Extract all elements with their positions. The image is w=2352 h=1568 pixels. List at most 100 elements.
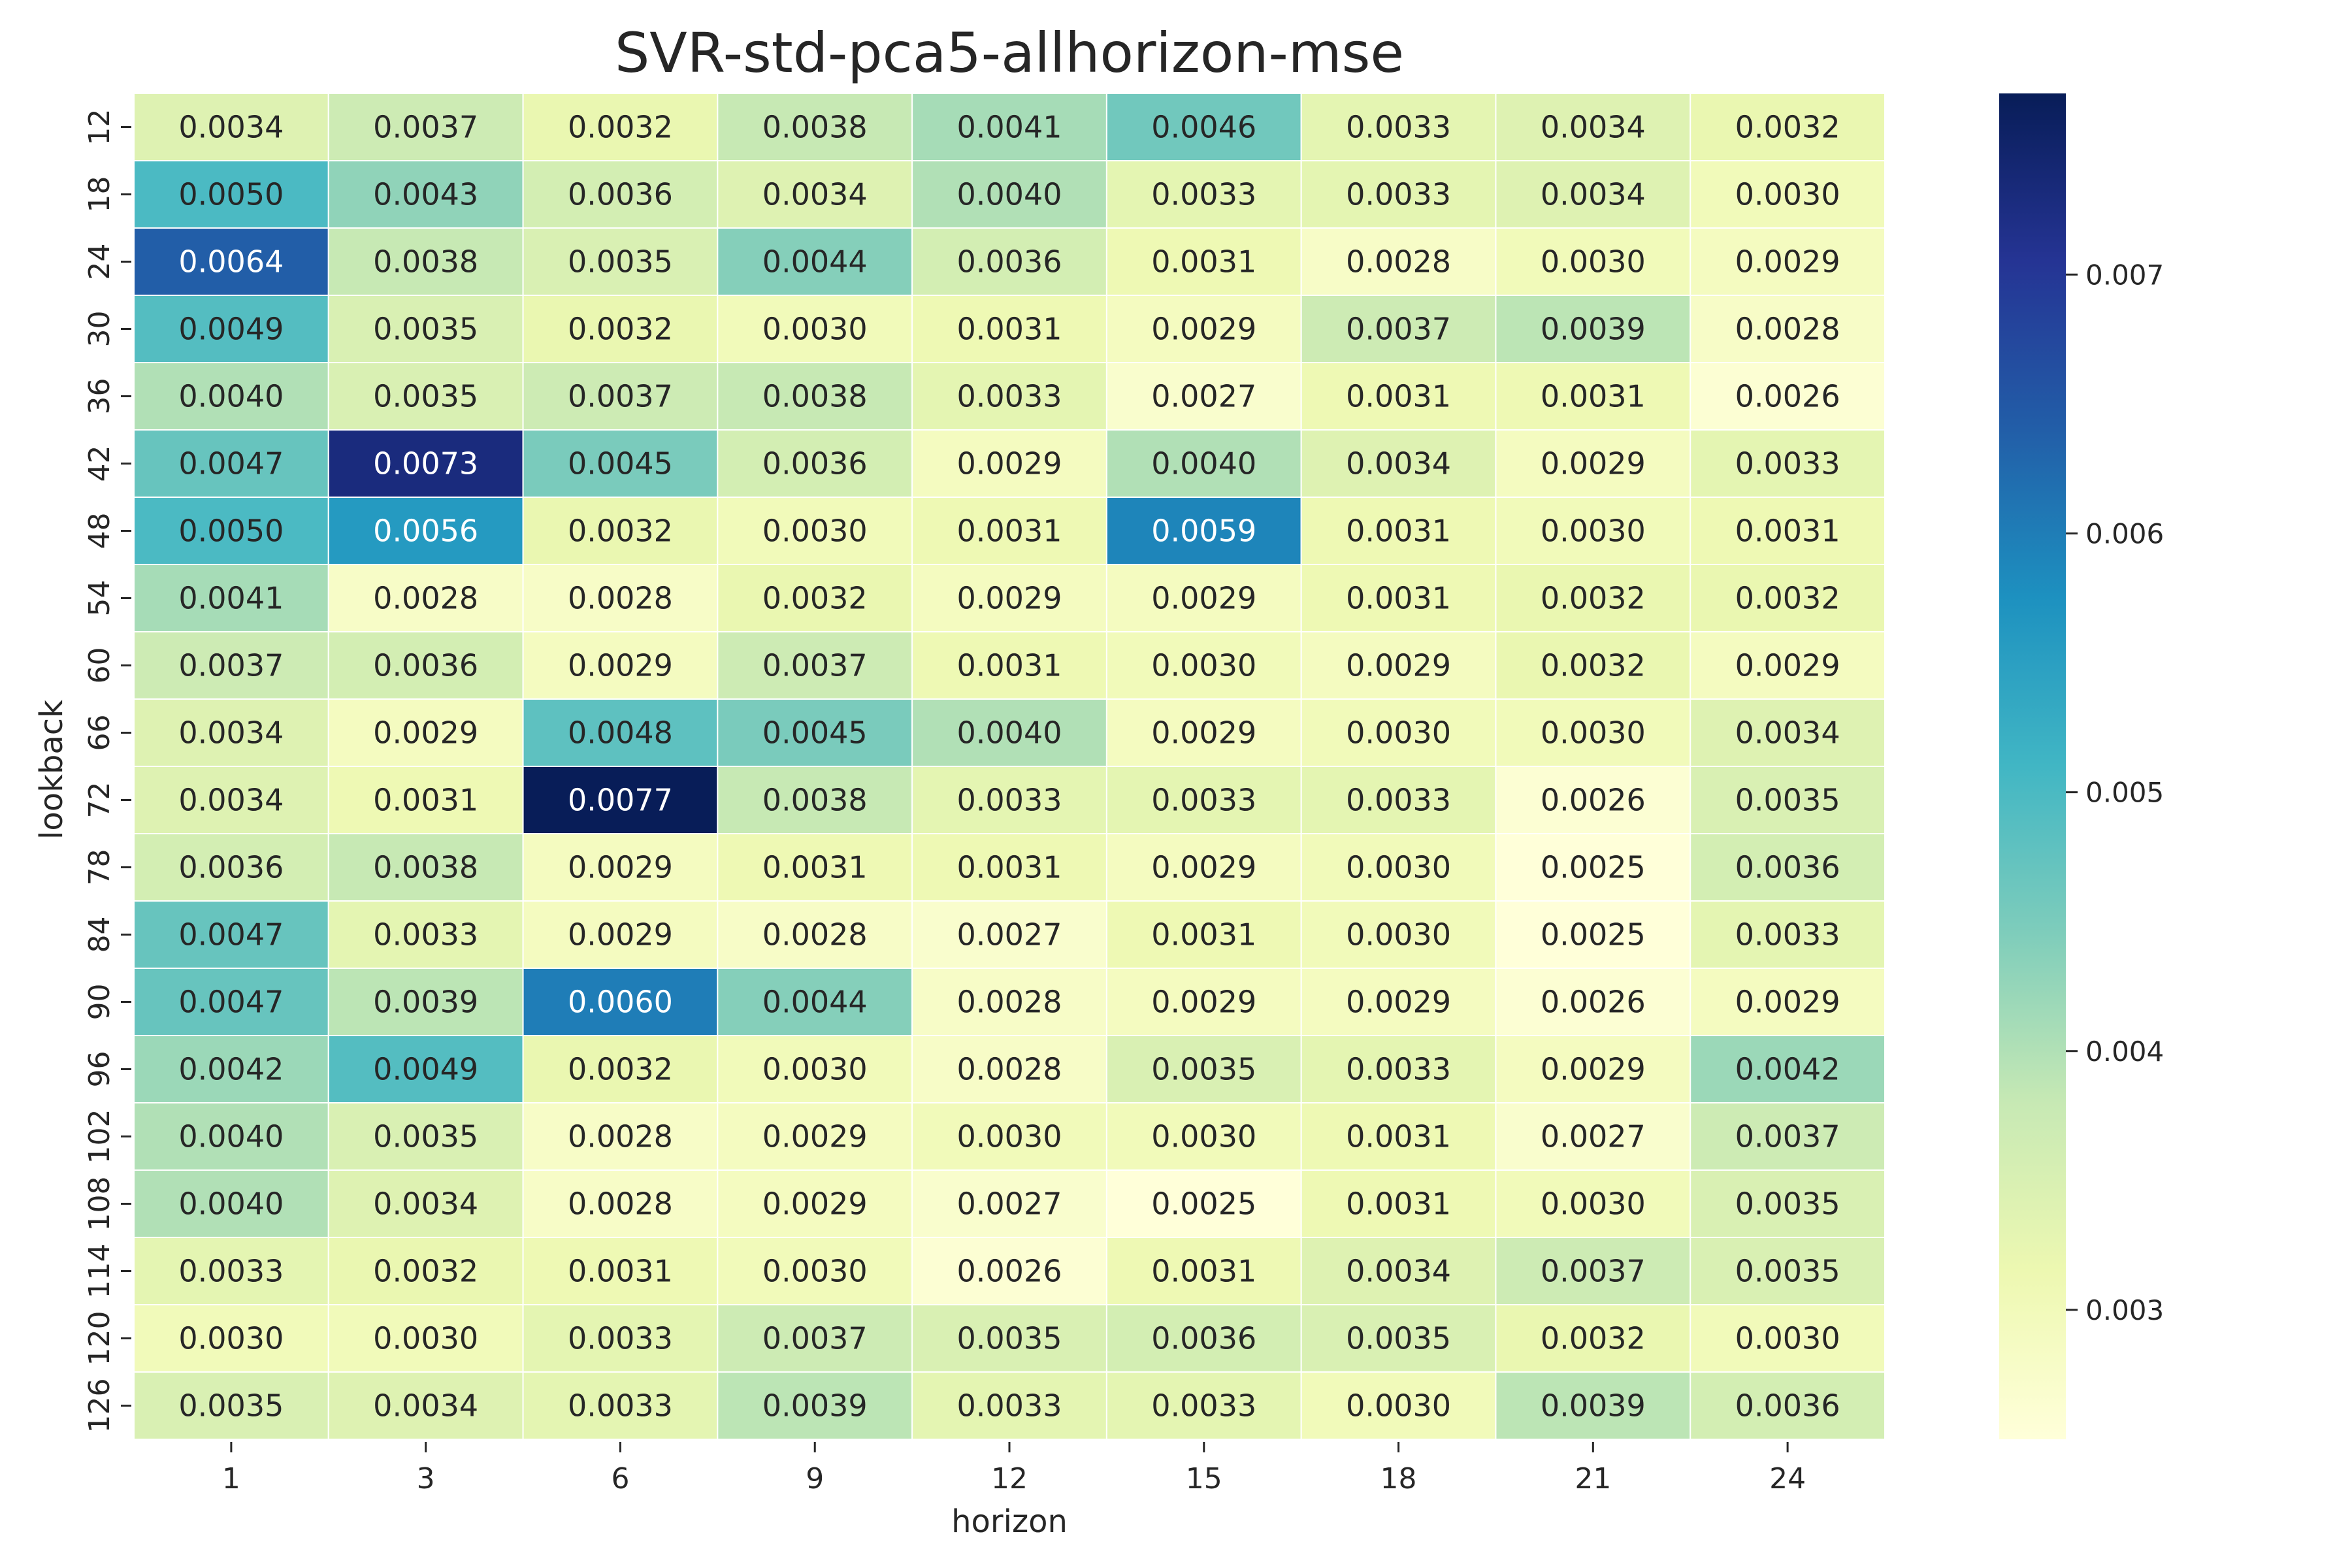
cell-value-label: 0.0026 bbox=[1541, 783, 1646, 818]
y-tick-label: 54 bbox=[83, 580, 116, 617]
y-tick-label: 108 bbox=[83, 1177, 116, 1232]
cell-value-label: 0.0028 bbox=[1735, 312, 1840, 347]
heatmap-cell bbox=[717, 698, 913, 767]
cell-value-label: 0.0073 bbox=[373, 446, 478, 482]
heatmap-cell bbox=[522, 227, 719, 296]
cell-value-label: 0.0036 bbox=[1151, 1321, 1256, 1356]
heatmap-cell bbox=[1690, 833, 1886, 902]
cell-value-label: 0.0036 bbox=[1735, 1388, 1840, 1424]
cell-value-label: 0.0064 bbox=[178, 244, 284, 280]
heatmap-cell bbox=[1105, 93, 1302, 161]
heatmap-cell bbox=[911, 497, 1107, 565]
heatmap-cell bbox=[1690, 429, 1886, 498]
heatmap-cell bbox=[717, 1371, 913, 1440]
heatmap-cell bbox=[1105, 1169, 1302, 1238]
cell-value-label: 0.0034 bbox=[762, 177, 868, 212]
cell-value-label: 0.0035 bbox=[373, 312, 478, 347]
cell-value-label: 0.0032 bbox=[373, 1254, 478, 1289]
heatmap-cell bbox=[1300, 1169, 1497, 1238]
heatmap-cell bbox=[327, 900, 524, 969]
cell-value-label: 0.0044 bbox=[762, 985, 868, 1020]
heatmap-cell bbox=[327, 295, 524, 363]
colorbar-tick-label: 0.005 bbox=[2085, 777, 2164, 809]
heatmap-cell bbox=[911, 968, 1107, 1036]
heatmap-cell bbox=[717, 227, 913, 296]
cell-value-label: 0.0031 bbox=[1346, 1119, 1451, 1154]
heatmap-cell bbox=[1105, 833, 1302, 902]
heatmap-cell bbox=[133, 631, 329, 700]
cell-value-label: 0.0047 bbox=[178, 917, 284, 953]
heatmap-cell bbox=[911, 1304, 1107, 1373]
cell-value-label: 0.0035 bbox=[1735, 783, 1840, 818]
heatmap-cell bbox=[1690, 631, 1886, 700]
x-tick-label: 6 bbox=[611, 1462, 629, 1495]
cell-value-label: 0.0030 bbox=[1346, 1388, 1451, 1424]
cell-value-label: 0.0029 bbox=[1151, 850, 1256, 885]
cell-value-label: 0.0029 bbox=[1735, 985, 1840, 1020]
heatmap-cell bbox=[911, 429, 1107, 498]
heatmap-cell bbox=[1495, 160, 1691, 229]
cell-value-label: 0.0036 bbox=[373, 648, 478, 683]
heatmap-cell bbox=[717, 968, 913, 1036]
cell-value-label: 0.0045 bbox=[762, 715, 868, 751]
y-tick-label: 24 bbox=[83, 244, 116, 280]
heatmap-cell bbox=[717, 900, 913, 969]
cell-value-label: 0.0029 bbox=[1346, 985, 1451, 1020]
cell-value-label: 0.0031 bbox=[1541, 379, 1646, 414]
cell-value-label: 0.0028 bbox=[568, 1186, 673, 1222]
x-axis-label: horizon bbox=[951, 1503, 1068, 1540]
heatmap-cell bbox=[133, 1035, 329, 1103]
x-axis: 1 3 6 9 12 15 18 21 24 bbox=[222, 1442, 1806, 1495]
x-tick-label: 24 bbox=[1769, 1462, 1806, 1495]
y-tick-label: 30 bbox=[83, 311, 116, 348]
cell-value-label: 0.0042 bbox=[178, 1052, 284, 1087]
cell-value-label: 0.0036 bbox=[762, 446, 868, 482]
cell-value-label: 0.0032 bbox=[1541, 581, 1646, 616]
cell-value-label: 0.0034 bbox=[178, 783, 284, 818]
cell-value-label: 0.0029 bbox=[1346, 648, 1451, 683]
cell-value-label: 0.0031 bbox=[957, 850, 1062, 885]
heatmap-cell bbox=[522, 1237, 719, 1305]
heatmap-cell bbox=[1495, 1035, 1691, 1103]
heatmap-cell bbox=[1105, 968, 1302, 1036]
heatmap-cell bbox=[133, 429, 329, 498]
cell-value-label: 0.0047 bbox=[178, 446, 284, 482]
x-tick-label: 12 bbox=[991, 1462, 1028, 1495]
heatmap-cell bbox=[911, 766, 1107, 834]
cell-value-label: 0.0077 bbox=[568, 783, 673, 818]
heatmap-cell bbox=[133, 564, 329, 632]
cell-value-label: 0.0031 bbox=[1151, 917, 1256, 953]
heatmap-cell bbox=[1690, 295, 1886, 363]
heatmap-cell bbox=[1495, 1102, 1691, 1171]
cell-value-label: 0.0041 bbox=[178, 581, 284, 616]
heatmap-cell bbox=[327, 1237, 524, 1305]
cell-value-label: 0.0035 bbox=[178, 1388, 284, 1424]
x-tick-label: 1 bbox=[222, 1462, 240, 1495]
heatmap-cell bbox=[1105, 1035, 1302, 1103]
cell-value-label: 0.0035 bbox=[1346, 1321, 1451, 1356]
cell-value-label: 0.0029 bbox=[1151, 715, 1256, 751]
cell-value-label: 0.0027 bbox=[1151, 379, 1256, 414]
cell-value-label: 0.0059 bbox=[1151, 514, 1256, 549]
heatmap-cell bbox=[133, 497, 329, 565]
cell-value-label: 0.0029 bbox=[1541, 1052, 1646, 1087]
colorbar: 0.003 0.004 0.005 0.006 0.007 bbox=[1999, 93, 2164, 1439]
cell-value-label: 0.0030 bbox=[1346, 917, 1451, 953]
y-axis: 12 18 24 30 36 42 48 54 60 66 72 78 84 90 96 102 108 114 1… bbox=[83, 109, 131, 1433]
heatmap-cell bbox=[1300, 160, 1497, 229]
y-axis-label: lookback bbox=[33, 700, 70, 840]
cell-value-label: 0.0050 bbox=[178, 514, 284, 549]
cell-value-label: 0.0030 bbox=[1541, 715, 1646, 751]
cell-value-label: 0.0038 bbox=[373, 244, 478, 280]
heatmap-cell bbox=[133, 833, 329, 902]
cell-value-label: 0.0032 bbox=[762, 581, 868, 616]
cell-value-label: 0.0035 bbox=[1151, 1052, 1256, 1087]
cell-value-label: 0.0030 bbox=[762, 1052, 868, 1087]
cell-value-label: 0.0038 bbox=[762, 783, 868, 818]
heatmap-cell bbox=[327, 698, 524, 767]
cell-value-label: 0.0033 bbox=[1151, 783, 1256, 818]
cell-value-label: 0.0046 bbox=[1151, 110, 1256, 145]
heatmap-cell bbox=[1690, 1102, 1886, 1171]
cell-value-label: 0.0031 bbox=[1346, 379, 1451, 414]
heatmap-cell bbox=[717, 1102, 913, 1171]
